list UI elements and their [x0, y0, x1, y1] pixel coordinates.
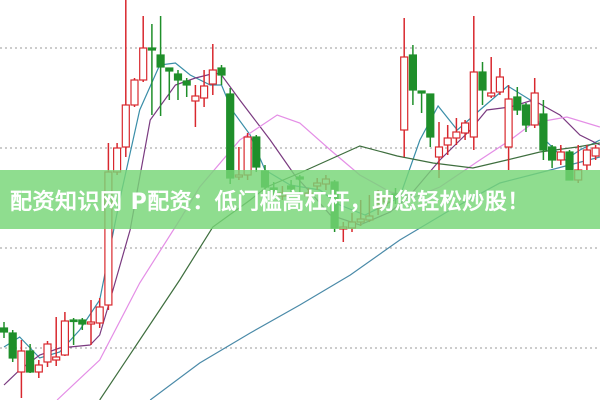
candle-down	[78, 319, 87, 325]
candle-up	[208, 69, 217, 85]
candle-up	[591, 147, 600, 157]
candle-down	[0, 327, 9, 333]
candle-up	[112, 147, 122, 173]
candle-up	[43, 343, 52, 363]
candle-down	[156, 54, 165, 68]
candle-down	[226, 93, 235, 179]
ma10-line	[3, 72, 600, 386]
candle-up	[52, 356, 61, 361]
candle-up	[95, 306, 104, 324]
candle-up	[530, 92, 539, 126]
candle-up	[86, 321, 96, 325]
candle-up	[200, 85, 209, 99]
candle-up	[434, 146, 444, 158]
candle-up	[487, 92, 496, 97]
candle-down	[513, 96, 522, 111]
candle-down	[69, 319, 78, 323]
candle-down	[165, 67, 174, 72]
candle-up	[556, 151, 565, 161]
candle-down	[26, 350, 35, 373]
candle-up	[461, 122, 470, 134]
candle-down	[408, 54, 417, 91]
candle-down	[547, 146, 557, 161]
candle-up	[121, 104, 130, 148]
candle-up	[130, 79, 139, 106]
candle-up	[495, 76, 504, 93]
candle-up	[34, 364, 43, 373]
candle-down	[417, 90, 426, 94]
banner-text: 配资知识网 P配资：低门槛高杠杆，助您轻松炒股！	[10, 189, 530, 215]
candle-up	[191, 95, 200, 102]
candle-up	[400, 56, 409, 131]
candle-down	[539, 113, 548, 151]
candle-up	[469, 71, 478, 138]
candle-down	[521, 104, 531, 126]
candle-down	[217, 67, 226, 76]
candle-up	[504, 98, 513, 148]
candle-down	[478, 71, 487, 91]
candle-down	[182, 80, 191, 86]
candle-down	[147, 47, 156, 51]
ma20-line	[56, 114, 600, 400]
candle-down	[173, 73, 183, 81]
ma30-line	[99, 142, 600, 400]
candle-up	[452, 131, 461, 139]
candle-up	[443, 137, 452, 146]
candle-up	[582, 149, 592, 166]
candle-up	[60, 320, 70, 356]
promo-banner: 配资知识网 P配资：低门槛高杠杆，助您轻松炒股！	[0, 170, 600, 229]
candle-down	[426, 93, 435, 138]
candle-down	[252, 136, 261, 168]
candle-down	[8, 332, 17, 359]
candle-up	[17, 350, 26, 373]
candle-up	[139, 47, 148, 81]
